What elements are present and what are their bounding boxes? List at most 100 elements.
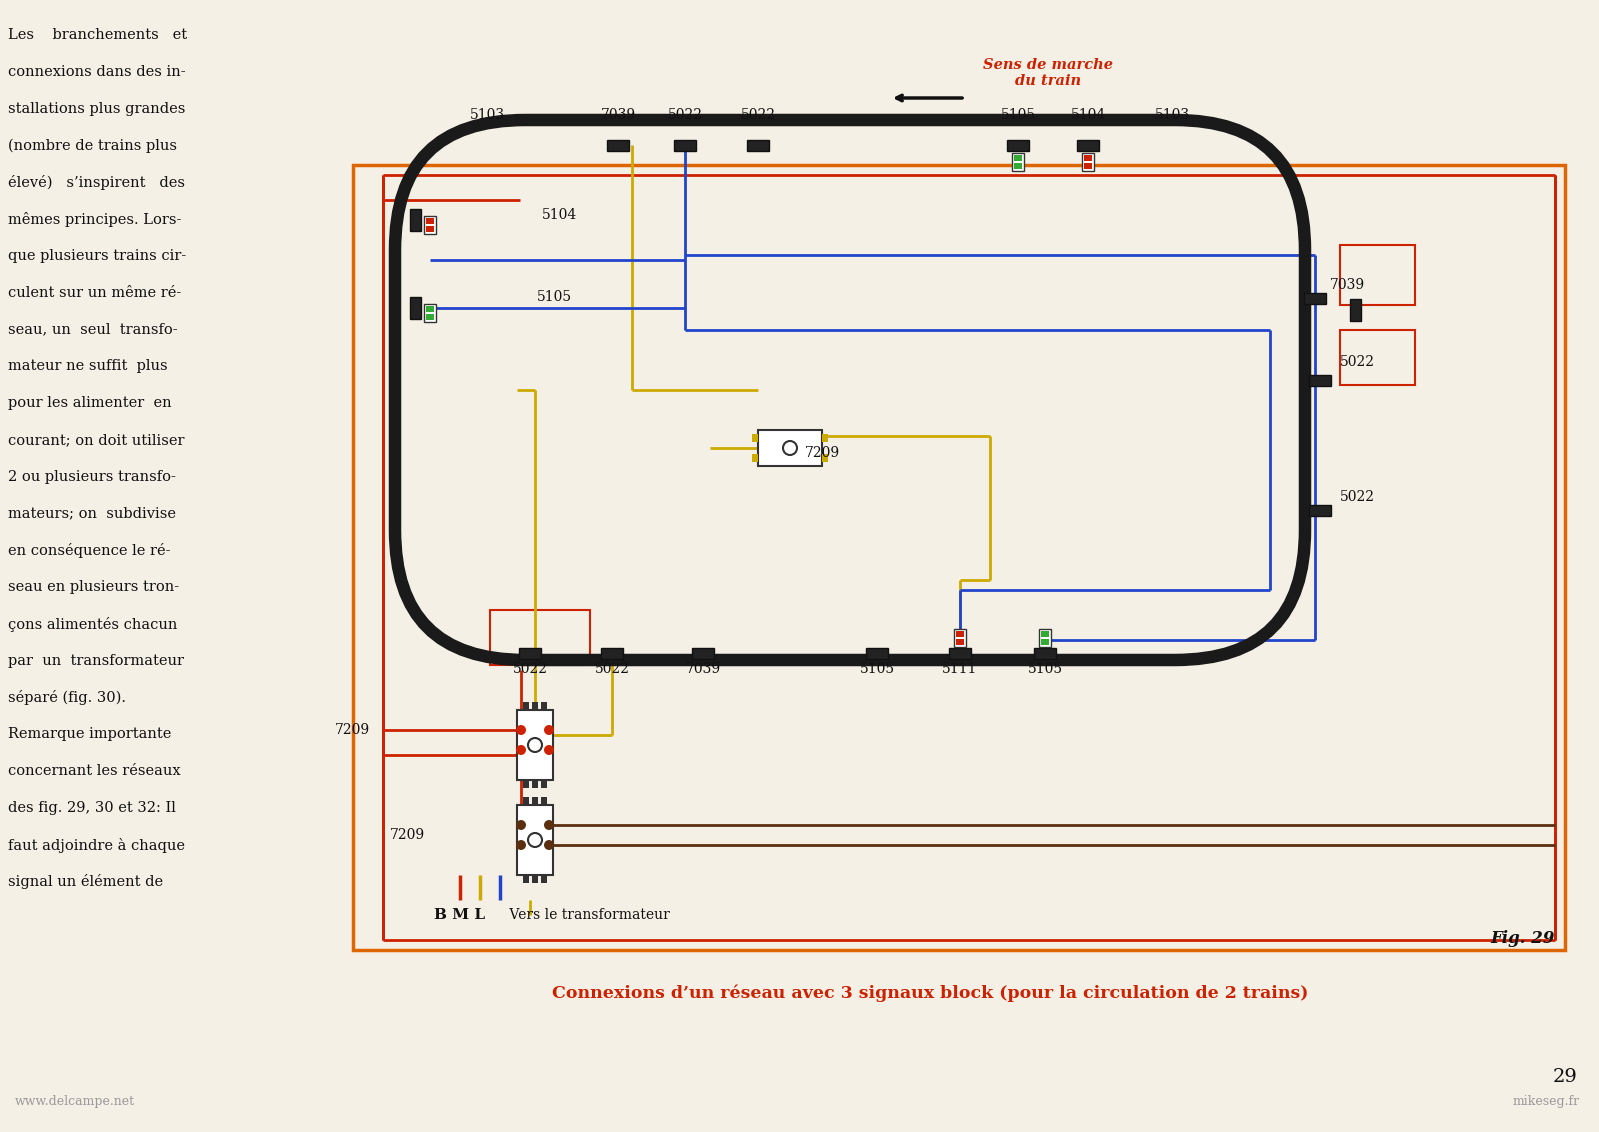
Text: 5022: 5022 bbox=[1340, 355, 1375, 369]
Circle shape bbox=[516, 840, 526, 850]
Text: 5103: 5103 bbox=[470, 108, 505, 122]
Bar bbox=[523, 702, 529, 710]
Bar bbox=[425, 218, 433, 224]
Text: Vers le transformateur: Vers le transformateur bbox=[505, 908, 670, 921]
Bar bbox=[1039, 629, 1051, 646]
Circle shape bbox=[516, 820, 526, 830]
Text: 29: 29 bbox=[1553, 1067, 1578, 1086]
Text: 5022: 5022 bbox=[513, 662, 547, 676]
Bar bbox=[353, 165, 1565, 950]
Text: 7209: 7209 bbox=[390, 827, 425, 842]
Text: courant; on doit utiliser: courant; on doit utiliser bbox=[8, 432, 184, 447]
Text: Remarque importante: Remarque importante bbox=[8, 727, 171, 741]
Bar bbox=[516, 805, 553, 875]
Bar bbox=[822, 454, 828, 462]
Circle shape bbox=[544, 820, 553, 830]
Bar bbox=[1014, 163, 1022, 169]
Bar bbox=[540, 702, 547, 710]
Text: séparé (fig. 30).: séparé (fig. 30). bbox=[8, 691, 126, 705]
Bar bbox=[955, 629, 966, 646]
Bar bbox=[532, 875, 537, 883]
Bar bbox=[540, 875, 547, 883]
Circle shape bbox=[544, 724, 553, 735]
Bar bbox=[409, 297, 421, 319]
Bar bbox=[1350, 299, 1361, 321]
Circle shape bbox=[544, 745, 553, 755]
Text: 5104: 5104 bbox=[1070, 108, 1105, 122]
Bar bbox=[409, 209, 421, 231]
Bar bbox=[489, 610, 590, 664]
Bar bbox=[752, 454, 758, 462]
Text: B M L: B M L bbox=[435, 908, 486, 921]
Bar bbox=[758, 430, 822, 466]
Text: par  un  transformateur: par un transformateur bbox=[8, 653, 184, 668]
Bar bbox=[1014, 155, 1022, 161]
Text: mateurs; on  subdivise: mateurs; on subdivise bbox=[8, 506, 176, 521]
Text: mikeseg.fr: mikeseg.fr bbox=[1513, 1095, 1580, 1108]
Text: Connexions d’un réseau avec 3 signaux block (pour la circulation de 2 trains): Connexions d’un réseau avec 3 signaux bl… bbox=[552, 985, 1308, 1003]
Text: que plusieurs trains cir-: que plusieurs trains cir- bbox=[8, 249, 185, 263]
Bar bbox=[1083, 154, 1094, 171]
Bar bbox=[1041, 638, 1049, 645]
Bar bbox=[532, 797, 537, 805]
Text: faut adjoindre à chaque: faut adjoindre à chaque bbox=[8, 838, 185, 852]
Text: élevé)   s’inspirent   des: élevé) s’inspirent des bbox=[8, 175, 185, 190]
Text: en conséquence le ré-: en conséquence le ré- bbox=[8, 543, 171, 558]
Bar bbox=[424, 216, 437, 233]
Text: 5103: 5103 bbox=[1154, 108, 1190, 122]
Bar bbox=[1078, 139, 1099, 151]
Text: 5105: 5105 bbox=[1001, 108, 1036, 122]
Text: 5111: 5111 bbox=[942, 662, 977, 676]
Bar bbox=[1340, 331, 1415, 385]
Text: 5105: 5105 bbox=[537, 290, 572, 305]
Bar bbox=[747, 139, 769, 151]
Bar bbox=[948, 648, 971, 659]
Text: 5022: 5022 bbox=[740, 108, 776, 122]
Circle shape bbox=[528, 738, 542, 752]
Text: des fig. 29, 30 et 32: Il: des fig. 29, 30 et 32: Il bbox=[8, 800, 176, 815]
Bar bbox=[540, 780, 547, 788]
Bar bbox=[516, 710, 553, 780]
Bar bbox=[608, 139, 628, 151]
Text: www.delcampe.net: www.delcampe.net bbox=[14, 1095, 136, 1108]
Text: signal un élément de: signal un élément de bbox=[8, 874, 163, 890]
Bar bbox=[425, 225, 433, 232]
Bar bbox=[523, 780, 529, 788]
Text: 7039: 7039 bbox=[686, 662, 721, 676]
Bar bbox=[692, 648, 715, 659]
Text: culent sur un même ré-: culent sur un même ré- bbox=[8, 285, 181, 300]
Text: seau, un  seul  transfo-: seau, un seul transfo- bbox=[8, 323, 177, 336]
Text: 5105: 5105 bbox=[1028, 662, 1063, 676]
Bar bbox=[675, 139, 696, 151]
Bar bbox=[425, 314, 433, 320]
Text: 2 ou plusieurs transfo-: 2 ou plusieurs transfo- bbox=[8, 470, 176, 483]
Bar bbox=[540, 797, 547, 805]
Text: Fig. 29: Fig. 29 bbox=[1490, 931, 1554, 947]
Bar bbox=[1035, 648, 1055, 659]
Bar bbox=[1084, 163, 1092, 169]
Bar bbox=[1310, 505, 1330, 515]
Text: 7039: 7039 bbox=[1330, 278, 1366, 292]
Text: seau en plusieurs tron-: seau en plusieurs tron- bbox=[8, 580, 179, 594]
Bar bbox=[822, 434, 828, 441]
Circle shape bbox=[784, 441, 796, 455]
Text: stallations plus grandes: stallations plus grandes bbox=[8, 102, 185, 115]
Bar bbox=[1084, 155, 1092, 161]
Text: (nombre de trains plus: (nombre de trains plus bbox=[8, 138, 177, 153]
Bar bbox=[1310, 375, 1330, 386]
Bar bbox=[1340, 245, 1415, 305]
Bar bbox=[867, 648, 887, 659]
Circle shape bbox=[516, 745, 526, 755]
Circle shape bbox=[516, 724, 526, 735]
Bar bbox=[523, 797, 529, 805]
Text: connexions dans des in-: connexions dans des in- bbox=[8, 65, 185, 79]
Bar bbox=[523, 875, 529, 883]
Bar bbox=[1012, 154, 1023, 171]
Bar bbox=[425, 306, 433, 312]
Text: çons alimentés chacun: çons alimentés chacun bbox=[8, 617, 177, 632]
Bar bbox=[424, 305, 437, 321]
Bar bbox=[1305, 292, 1326, 303]
Text: Les    branchements   et: Les branchements et bbox=[8, 28, 187, 42]
Text: 5022: 5022 bbox=[595, 662, 630, 676]
Text: 7209: 7209 bbox=[334, 723, 369, 737]
